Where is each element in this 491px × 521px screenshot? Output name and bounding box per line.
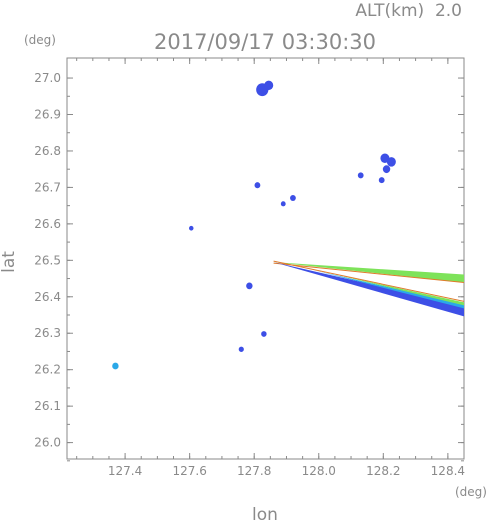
x-tick-label: 128.4 <box>431 464 465 478</box>
echo-point <box>261 331 267 337</box>
band-lower-green <box>333 274 464 306</box>
echo-point <box>264 80 274 91</box>
x-tick-label: 127.4 <box>108 464 142 478</box>
echo-point <box>112 362 119 370</box>
x-tick-label: 127.6 <box>172 464 206 478</box>
y-tick-label: 26.5 <box>34 253 61 267</box>
echo-point <box>378 177 385 184</box>
y-tick-label: 27.0 <box>34 71 61 85</box>
y-tick-label: 26.0 <box>34 436 61 450</box>
echo-point <box>386 157 396 167</box>
y-tick-label: 26.7 <box>34 180 61 194</box>
plot-frame <box>66 57 465 460</box>
y-tick-label: 26.9 <box>34 108 61 122</box>
altitude-label: ALT(km) 2.0 <box>355 1 462 21</box>
echo-point <box>357 172 364 179</box>
x-axis-title: lon <box>252 505 278 521</box>
echo-point <box>382 165 391 174</box>
y-tick-label: 26.3 <box>34 326 61 340</box>
band-lower <box>273 262 464 317</box>
y-tick-label: 26.8 <box>34 144 61 158</box>
band-lower-cyan <box>313 270 464 309</box>
radar-echoes <box>112 80 396 370</box>
y-tick-label: 26.2 <box>34 363 61 377</box>
axis-ticks: 127.4 127.6 127.8 128.0 128.2 128.4 26.0 26.1 26… <box>34 58 465 478</box>
y-axis-title: lat <box>0 251 19 273</box>
x-tick-label: 128.2 <box>366 464 400 478</box>
x-tick-label: 128.0 <box>302 464 336 478</box>
band-lower-edge <box>273 260 464 302</box>
echo-point <box>290 194 296 202</box>
echo-point <box>246 282 253 290</box>
echo-point <box>280 201 286 207</box>
timestamp-title: 2017/09/17 03:30:30 <box>154 30 376 54</box>
y-tick-label: 26.1 <box>34 399 61 413</box>
echo-point <box>254 182 261 189</box>
y-unit-label: (deg) <box>24 33 56 47</box>
band-upper-edge <box>273 262 464 284</box>
x-unit-label: (deg) <box>455 485 487 499</box>
echo-point <box>238 346 244 352</box>
x-tick-label: 127.8 <box>237 464 271 478</box>
radar-bands <box>273 260 464 317</box>
y-tick-label: 26.4 <box>34 290 61 304</box>
echo-point <box>189 225 194 231</box>
y-tick-label: 26.6 <box>34 217 61 231</box>
